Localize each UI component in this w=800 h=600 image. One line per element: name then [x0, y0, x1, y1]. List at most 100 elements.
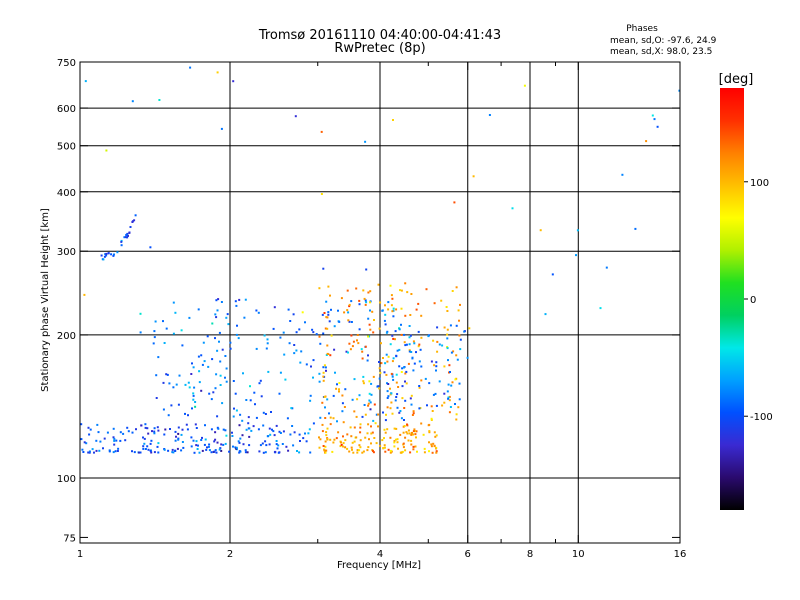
data-point: [389, 451, 392, 454]
data-point: [278, 392, 281, 395]
data-point: [414, 430, 416, 433]
data-point: [359, 446, 362, 449]
data-point: [326, 398, 329, 401]
data-point: [342, 442, 345, 445]
data-point: [358, 394, 361, 397]
data-point: [277, 451, 280, 454]
data-point: [193, 451, 196, 454]
data-point: [382, 411, 384, 414]
data-point: [367, 446, 370, 449]
data-point: [222, 428, 225, 431]
data-point: [355, 436, 358, 439]
data-point: [373, 403, 376, 406]
data-point: [367, 423, 370, 426]
data-point: [218, 340, 220, 343]
data-point: [248, 435, 251, 438]
data-point: [85, 442, 88, 445]
data-point: [192, 398, 195, 401]
data-point: [416, 450, 418, 453]
data-point: [358, 328, 361, 331]
data-point: [408, 343, 411, 346]
data-point: [392, 307, 395, 310]
data-point: [255, 416, 258, 419]
data-point: [158, 99, 161, 101]
data-point: [417, 330, 420, 333]
data-point: [262, 451, 265, 454]
data-point: [449, 406, 452, 408]
data-point: [117, 447, 120, 450]
data-point: [435, 446, 438, 449]
data-point: [350, 435, 353, 438]
data-point: [83, 441, 86, 444]
data-point: [292, 313, 295, 316]
data-point: [390, 304, 393, 307]
data-point: [142, 445, 145, 448]
data-point: [456, 358, 459, 361]
data-point: [366, 432, 369, 435]
data-point: [370, 393, 373, 396]
data-point: [404, 449, 407, 452]
data-point: [398, 411, 401, 414]
data-point: [397, 447, 399, 450]
data-point: [367, 335, 370, 338]
data-point: [387, 383, 390, 385]
data-point: [139, 451, 142, 454]
data-point: [255, 309, 258, 312]
data-point: [454, 378, 457, 381]
data-point: [414, 445, 417, 448]
data-point: [446, 310, 449, 312]
data-point: [210, 451, 213, 454]
data-point: [422, 433, 425, 436]
data-point: [393, 427, 396, 430]
data-point: [113, 253, 115, 256]
data-point: [425, 288, 428, 291]
data-point: [455, 286, 458, 289]
data-point: [275, 440, 278, 442]
data-point: [407, 362, 410, 365]
data-point: [239, 450, 242, 453]
data-point: [142, 436, 144, 439]
data-point: [413, 428, 416, 431]
data-point: [351, 441, 354, 444]
data-point: [157, 429, 160, 432]
data-point: [264, 440, 267, 443]
data-point: [634, 227, 637, 230]
data-point: [187, 414, 189, 417]
data-point: [124, 236, 127, 239]
data-point: [133, 451, 136, 454]
data-point: [220, 449, 223, 452]
data-point: [293, 344, 296, 346]
data-point: [146, 427, 149, 430]
data-point: [224, 429, 227, 432]
data-point: [451, 290, 454, 292]
data-point: [350, 334, 353, 337]
data-point: [404, 314, 407, 317]
data-point: [401, 450, 404, 453]
data-point: [207, 365, 210, 368]
data-point: [265, 347, 268, 350]
data-point: [151, 430, 153, 433]
data-point: [415, 308, 418, 311]
data-point: [318, 436, 320, 439]
data-point: [273, 306, 276, 309]
data-point: [95, 439, 98, 442]
data-point: [402, 442, 405, 445]
data-point: [143, 437, 146, 440]
data-point: [359, 423, 362, 426]
data-point: [214, 313, 217, 316]
data-point: [353, 440, 356, 443]
data-point: [268, 427, 271, 430]
data-point: [213, 440, 216, 443]
data-point: [127, 430, 130, 433]
data-point: [213, 450, 216, 453]
data-point: [103, 255, 106, 258]
data-point: [267, 435, 270, 438]
data-point: [403, 366, 405, 369]
data-point: [447, 396, 450, 399]
data-point: [334, 371, 336, 374]
data-point: [371, 431, 374, 434]
data-point: [544, 313, 547, 316]
data-point: [95, 449, 98, 452]
data-point: [386, 428, 389, 431]
data-point: [357, 342, 360, 345]
